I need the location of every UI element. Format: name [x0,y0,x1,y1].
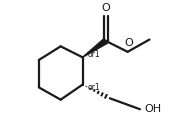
Text: O: O [124,38,133,48]
Text: OH: OH [144,104,161,114]
Text: or1: or1 [88,50,101,59]
Text: O: O [101,3,110,13]
Polygon shape [83,38,107,57]
Text: or1: or1 [88,83,101,92]
